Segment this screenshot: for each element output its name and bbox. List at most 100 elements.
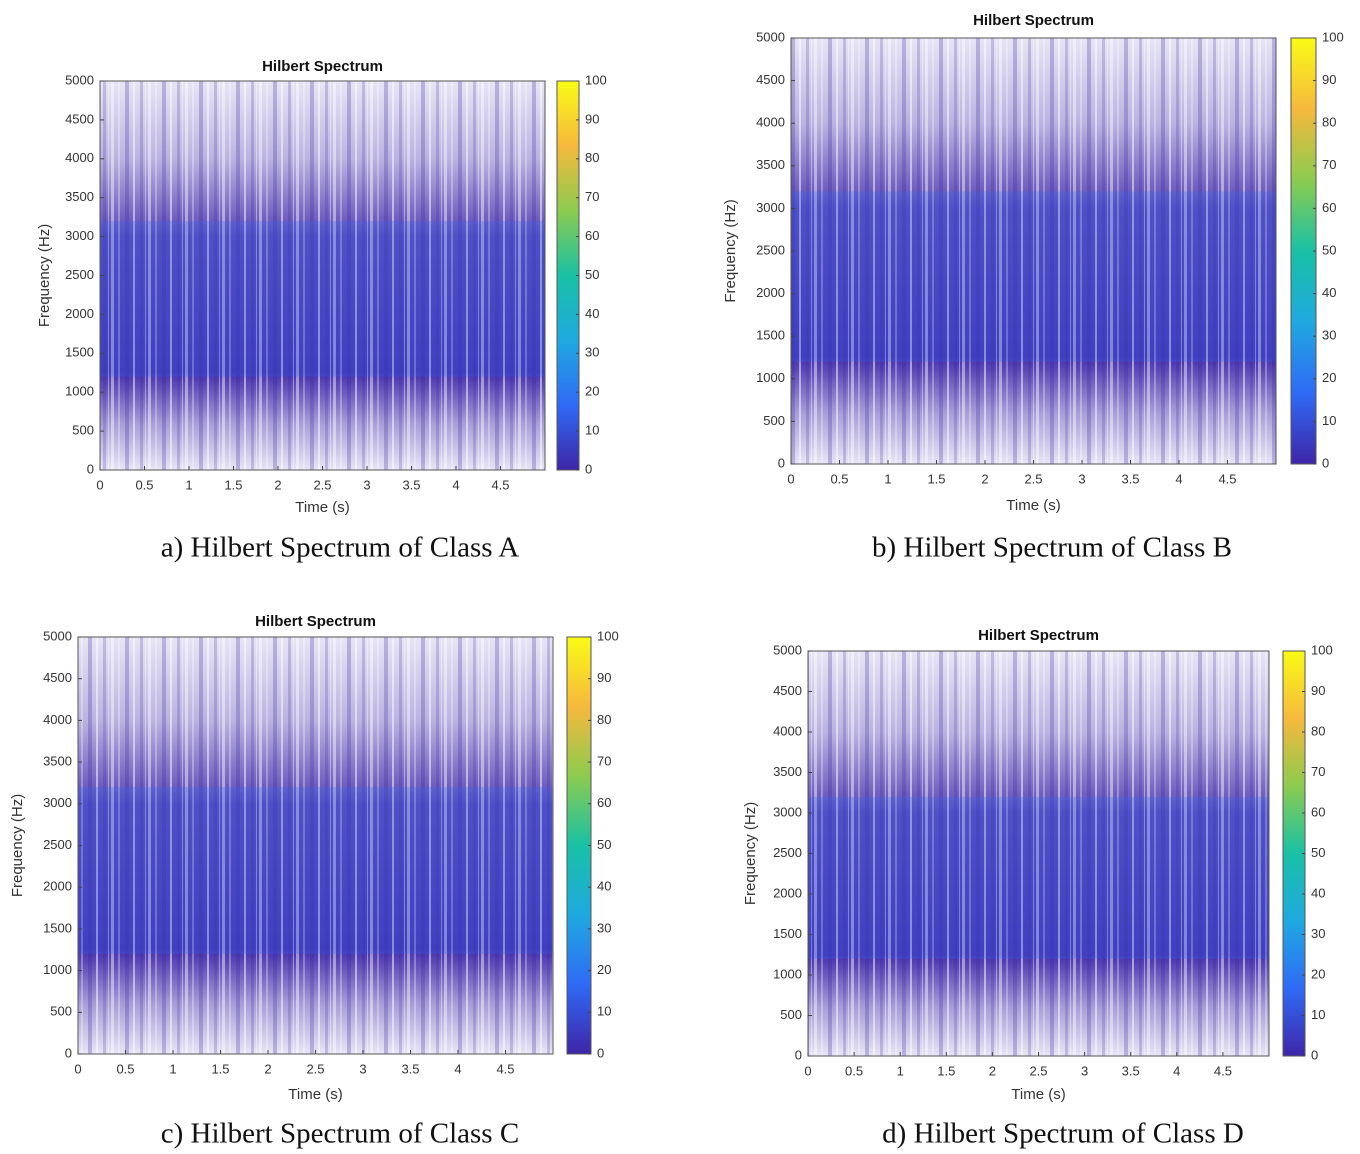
x-tick-label: 4.5 — [1218, 471, 1236, 486]
x-tick-label: 2 — [264, 1061, 271, 1076]
colorbar-tick-label: 100 — [1311, 642, 1333, 657]
y-tick-label: 1000 — [43, 962, 72, 977]
colorbar-tick-label: 60 — [585, 228, 599, 243]
colorbar-tick-label: 100 — [597, 628, 619, 643]
y-tick-label: 0 — [795, 1047, 802, 1062]
chart-title: Hilbert Spectrum — [973, 12, 1094, 29]
y-tick-label: 0 — [65, 1045, 72, 1060]
colorbar-tick-label: 40 — [597, 879, 611, 894]
x-tick-label: 0.5 — [135, 477, 153, 492]
y-tick-label: 1000 — [773, 966, 802, 981]
x-tick-label: 0 — [787, 471, 794, 486]
colorbar-tick-label: 10 — [1311, 1007, 1325, 1022]
colorbar-tick-label: 90 — [597, 670, 611, 685]
spectrum-texture — [791, 38, 1276, 464]
colorbar-tick-label: 20 — [1311, 966, 1325, 981]
x-tick-label: 1.5 — [211, 1061, 229, 1076]
y-tick-label: 5000 — [65, 72, 94, 87]
colorbar-tick-label: 0 — [585, 461, 592, 476]
y-tick-label: 2500 — [773, 845, 802, 860]
y-tick-label: 2500 — [65, 267, 94, 282]
y-tick-label: 5000 — [773, 642, 802, 657]
chart-title: Hilbert Spectrum — [255, 613, 376, 630]
colorbar-tick-label: 60 — [1322, 200, 1336, 215]
y-tick-label: 4000 — [773, 723, 802, 738]
x-tick-label: 1.5 — [927, 471, 945, 486]
colorbar-tick-label: 100 — [585, 72, 607, 87]
colorbar-tick-label: 10 — [597, 1004, 611, 1019]
y-tick-label: 5000 — [756, 29, 785, 44]
x-tick-label: 1.5 — [937, 1063, 955, 1078]
y-tick-label: 3500 — [773, 764, 802, 779]
colorbar-tick-label: 70 — [1311, 764, 1325, 779]
colorbar-tick-label: 30 — [1311, 926, 1325, 941]
spectrum-highlight — [808, 796, 1269, 959]
y-tick-label: 3000 — [773, 804, 802, 819]
x-tick-label: 3 — [359, 1061, 366, 1076]
x-tick-label: 2.5 — [1029, 1063, 1047, 1078]
y-tick-label: 1000 — [756, 370, 785, 385]
y-tick-label: 3500 — [43, 754, 72, 769]
x-tick-label: 0 — [96, 477, 103, 492]
x-tick-label: 1 — [185, 477, 192, 492]
x-tick-label: 0.5 — [830, 471, 848, 486]
colorbar-tick-label: 20 — [1322, 370, 1336, 385]
y-tick-label: 4000 — [756, 115, 785, 130]
colorbar-tick-label: 40 — [585, 306, 599, 321]
caption: b) Hilbert Spectrum of Class B — [872, 532, 1232, 564]
colorbar-tick-label: 40 — [1322, 285, 1336, 300]
x-tick-label: 3.5 — [401, 1061, 419, 1076]
y-tick-label: 1000 — [65, 384, 94, 399]
colorbar-tick-label: 10 — [1322, 413, 1336, 428]
x-tick-label: 1 — [897, 1063, 904, 1078]
colorbar-tick-label: 0 — [597, 1045, 604, 1060]
y-tick-label: 4500 — [773, 683, 802, 698]
colorbar-tick-label: 80 — [585, 150, 599, 165]
colorbar-tick-label: 90 — [1311, 683, 1325, 698]
y-tick-label: 4500 — [43, 670, 72, 685]
x-axis-label: Time (s) — [1011, 1086, 1065, 1103]
y-tick-label: 2500 — [756, 242, 785, 257]
y-tick-label: 2000 — [773, 885, 802, 900]
y-tick-label: 4000 — [43, 712, 72, 727]
colorbar-tick-label: 50 — [1322, 242, 1336, 257]
y-tick-label: 3000 — [65, 228, 94, 243]
spectrum-highlight — [791, 191, 1276, 362]
colorbar-tick-label: 100 — [1322, 29, 1344, 44]
colorbar — [566, 636, 592, 1055]
colorbar-tick-label: 50 — [1311, 845, 1325, 860]
x-tick-label: 4 — [1175, 471, 1182, 486]
x-tick-label: 0.5 — [116, 1061, 134, 1076]
colorbar-tick-label: 0 — [1311, 1047, 1318, 1062]
x-tick-label: 1.5 — [224, 477, 242, 492]
x-tick-label: 4.5 — [491, 477, 509, 492]
chart-title: Hilbert Spectrum — [978, 627, 1099, 644]
colorbar-tick-label: 70 — [585, 189, 599, 204]
x-tick-label: 4.5 — [496, 1061, 514, 1076]
x-tick-label: 3.5 — [1121, 471, 1139, 486]
x-tick-label: 4.5 — [1214, 1063, 1232, 1078]
colorbar-tick-label: 80 — [1311, 723, 1325, 738]
chart-title: Hilbert Spectrum — [262, 58, 383, 75]
colorbar — [556, 80, 580, 471]
y-tick-label: 3500 — [756, 157, 785, 172]
y-tick-label: 500 — [50, 1004, 72, 1019]
caption: a) Hilbert Spectrum of Class A — [161, 532, 519, 564]
y-tick-label: 4500 — [756, 72, 785, 87]
y-axis-label: Frequency (Hz) — [722, 199, 739, 302]
colorbar-tick-label: 70 — [1322, 157, 1336, 172]
x-tick-label: 2.5 — [313, 477, 331, 492]
colorbar-tick-label: 50 — [597, 837, 611, 852]
colorbar-tick-label: 90 — [1322, 72, 1336, 87]
x-tick-label: 0 — [804, 1063, 811, 1078]
y-tick-label: 1500 — [773, 926, 802, 941]
x-tick-label: 3.5 — [1122, 1063, 1140, 1078]
y-tick-label: 500 — [72, 423, 94, 438]
colorbar-tick-label: 30 — [585, 345, 599, 360]
colorbar-tick-label: 60 — [1311, 804, 1325, 819]
colorbar-tick-label: 20 — [597, 962, 611, 977]
y-tick-label: 3000 — [43, 795, 72, 810]
spectrum-highlight — [78, 787, 553, 954]
y-tick-label: 2000 — [756, 285, 785, 300]
